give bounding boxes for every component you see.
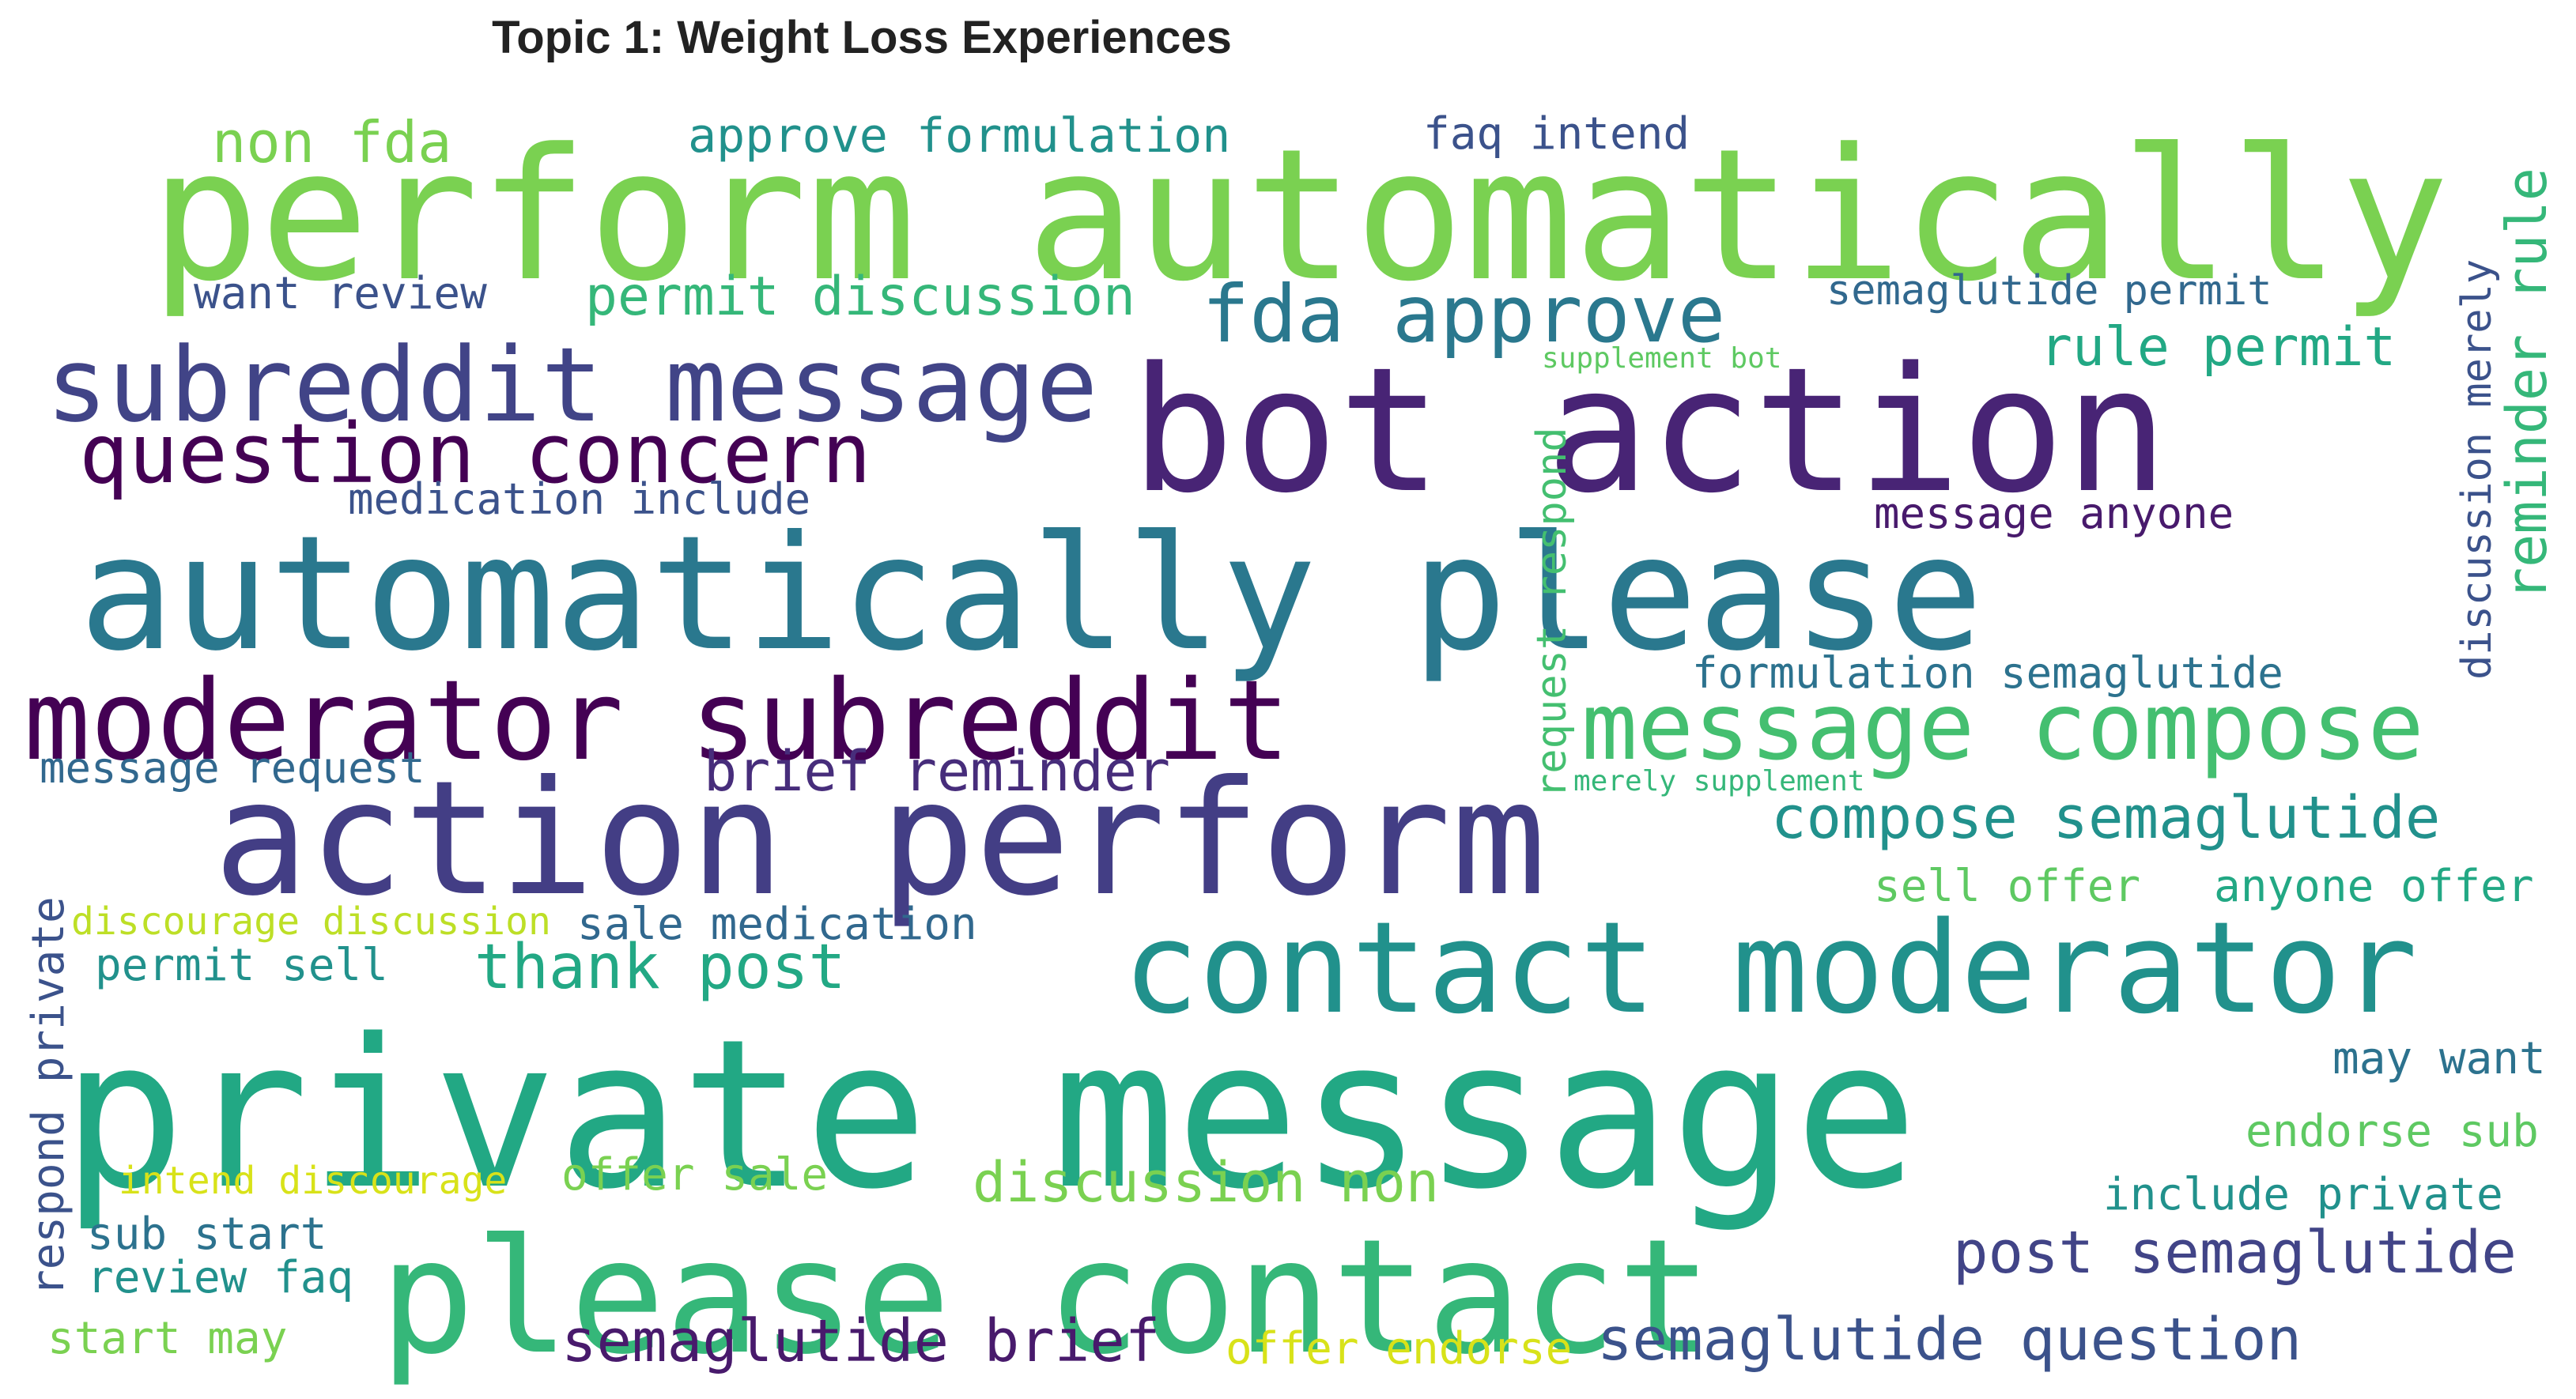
word-medication-include: medication include — [348, 474, 810, 524]
word-brief-reminder: brief reminder — [704, 739, 1170, 804]
word-contact-moderator: contact moderator — [1123, 894, 2418, 1042]
word-rule-permit: rule permit — [2040, 316, 2396, 379]
word-question-concern: question concern — [79, 405, 871, 502]
word-review-faq: review faq — [87, 1252, 353, 1303]
word-private-message: private message — [62, 996, 1918, 1235]
word-moderator-subreddit: moderator subreddit — [24, 657, 1290, 786]
word-perform-automatically: perform automatically — [150, 111, 2449, 322]
word-request-respond: request respond — [1528, 427, 1576, 798]
word-action-perform: action perform — [213, 747, 1547, 931]
word-start-may: start may — [47, 1313, 287, 1364]
word-formulation-semaglutide: formulation semaglutide — [1692, 648, 2283, 698]
word-anyone-offer: anyone offer — [2214, 861, 2534, 912]
word-discussion-non: discussion non — [973, 1150, 1439, 1215]
word-semaglutide-question: semaglutide question — [1597, 1306, 2302, 1374]
word-may-want: may want — [2332, 1033, 2546, 1084]
word-post-semaglutide: post semaglutide — [1953, 1219, 2517, 1287]
word-message-request: message request — [40, 743, 425, 793]
word-permit-discussion: permit discussion — [585, 266, 1135, 328]
word-discourage-discussion: discourage discussion — [71, 899, 551, 944]
word-merely-supplement: merely supplement — [1573, 765, 1864, 798]
word-automatically-please: automatically please — [79, 502, 1983, 686]
word-offer-sale: offer sale — [561, 1149, 828, 1201]
word-supplement-bot: supplement bot — [1542, 342, 1781, 375]
word-discussion-merely: discussion merely — [2453, 259, 2501, 680]
word-bot-action: bot action — [1131, 331, 2168, 531]
chart-title: Topic 1: Weight Loss Experiences — [492, 12, 1232, 63]
word-please-contact: please contact — [380, 1205, 1713, 1390]
word-sell-offer: sell offer — [1874, 861, 2140, 912]
word-reminder-rule: reminder rule — [2495, 168, 2559, 601]
word-offer-endorse: offer endorse — [1226, 1323, 1572, 1374]
word-sale-medication: sale medication — [577, 899, 977, 950]
word-sub-start: sub start — [87, 1209, 327, 1260]
word-want-review: want review — [194, 268, 487, 319]
word-semaglutide-brief: semaglutide brief — [561, 1307, 1160, 1375]
word-compose-semaglutide: compose semaglutide — [1771, 784, 2440, 852]
word-endorse-sub: endorse sub — [2246, 1106, 2539, 1157]
word-semaglutide-permit: semaglutide permit — [1826, 267, 2272, 315]
word-include-private: include private — [2103, 1169, 2503, 1220]
word-fda-approve: fda approve — [1202, 268, 1725, 360]
word-faq-intend: faq intend — [1423, 108, 1690, 160]
word-message-compose: message compose — [1581, 672, 2424, 781]
word-permit-sell: permit sell — [95, 940, 388, 991]
word-non-fda: non fda — [212, 109, 451, 175]
word-subreddit-message: subreddit message — [46, 325, 1098, 445]
word-respond-private: respond private — [23, 896, 74, 1296]
word-thank-post: thank post — [474, 932, 846, 1003]
word-intend-discourage: intend discourage — [119, 1159, 507, 1203]
word-message-anyone: message anyone — [1874, 488, 2234, 538]
word-approve-formulation: approve formulation — [688, 108, 1230, 164]
